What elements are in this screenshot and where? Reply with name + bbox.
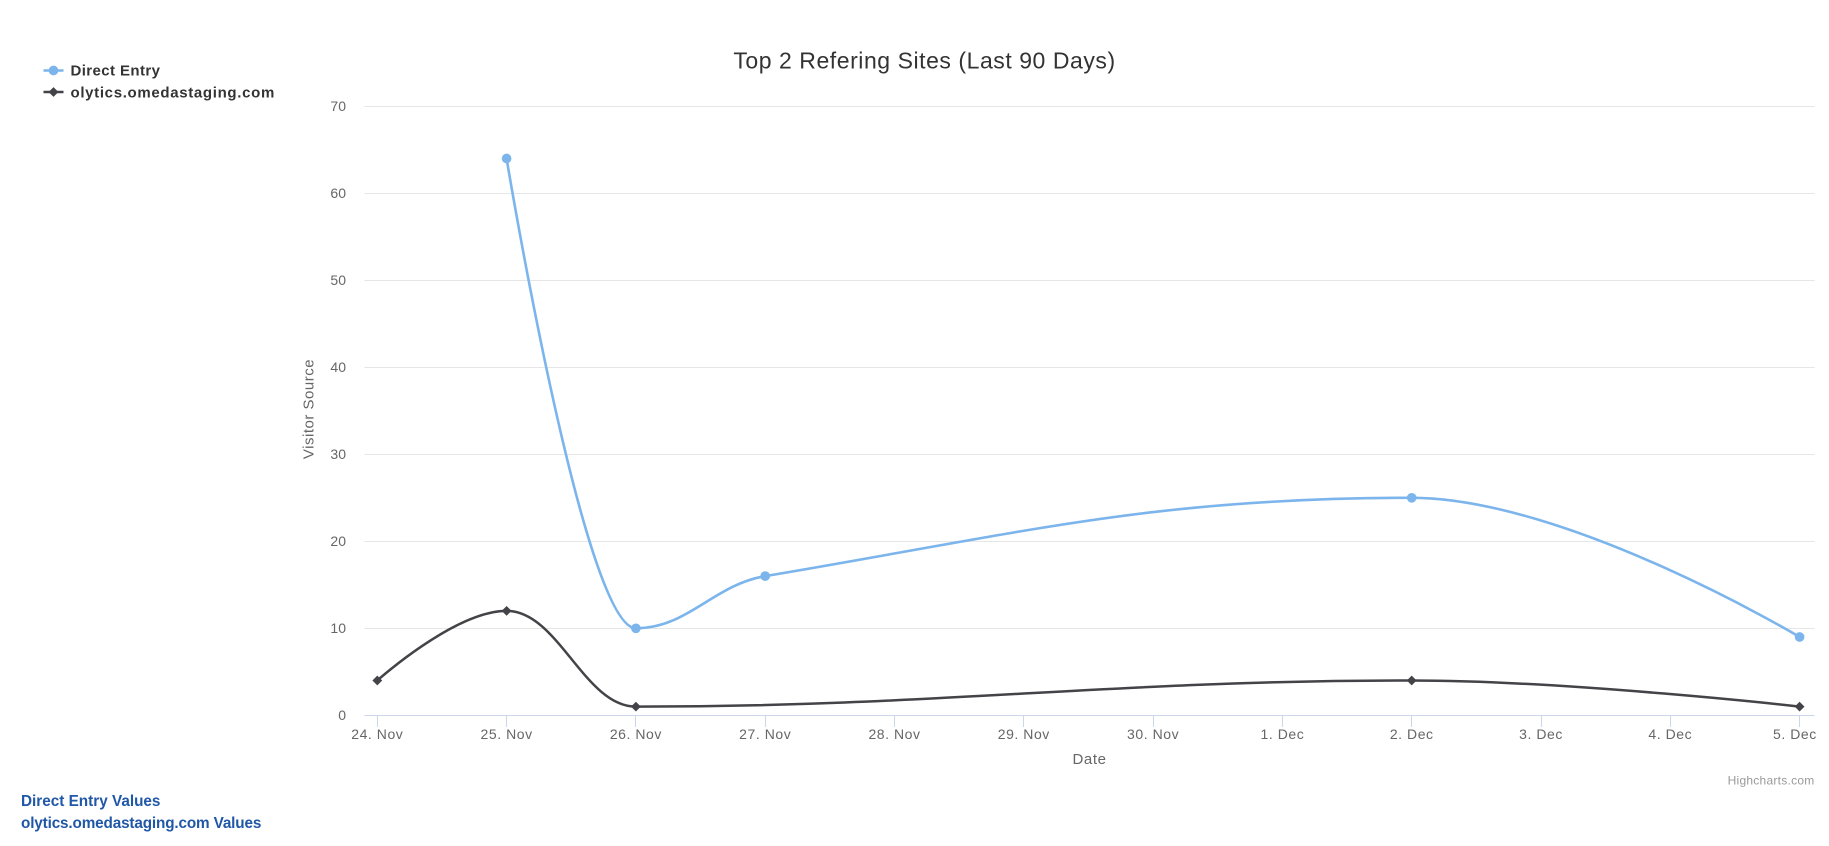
svg-text:Direct Entry: Direct Entry <box>71 63 161 80</box>
svg-text:40: 40 <box>330 359 346 375</box>
svg-text:25. Nov: 25. Nov <box>481 726 533 742</box>
svg-text:27. Nov: 27. Nov <box>739 726 791 742</box>
svg-text:3. Dec: 3. Dec <box>1519 726 1563 742</box>
svg-text:30: 30 <box>330 446 346 462</box>
svg-text:0: 0 <box>338 707 346 723</box>
svg-text:1. Dec: 1. Dec <box>1261 726 1305 742</box>
svg-text:Visitor Source: Visitor Source <box>301 359 318 459</box>
svg-text:10: 10 <box>330 620 346 636</box>
svg-text:29. Nov: 29. Nov <box>998 726 1050 742</box>
svg-text:28. Nov: 28. Nov <box>868 726 920 742</box>
svg-text:50: 50 <box>330 272 346 288</box>
svg-text:Date: Date <box>1072 751 1106 768</box>
svg-text:Direct Entry Values: Direct Entry Values <box>21 793 160 810</box>
svg-text:26. Nov: 26. Nov <box>610 726 662 742</box>
svg-text:Top 2 Refering Sites (Last 90: Top 2 Refering Sites (Last 90 Days) <box>733 48 1115 74</box>
svg-text:70: 70 <box>330 98 346 114</box>
svg-text:4. Dec: 4. Dec <box>1648 726 1692 742</box>
svg-text:5. Dec: 5. Dec <box>1773 726 1817 742</box>
svg-text:olytics.omedastaging.com Value: olytics.omedastaging.com Values <box>21 815 261 832</box>
svg-text:olytics.omedastaging.com: olytics.omedastaging.com <box>71 85 275 102</box>
svg-text:2. Dec: 2. Dec <box>1390 726 1434 742</box>
svg-text:20: 20 <box>330 533 346 549</box>
svg-text:24. Nov: 24. Nov <box>351 726 403 742</box>
svg-text:60: 60 <box>330 185 346 201</box>
svg-text:Highcharts.com: Highcharts.com <box>1728 774 1815 788</box>
svg-text:30. Nov: 30. Nov <box>1127 726 1179 742</box>
